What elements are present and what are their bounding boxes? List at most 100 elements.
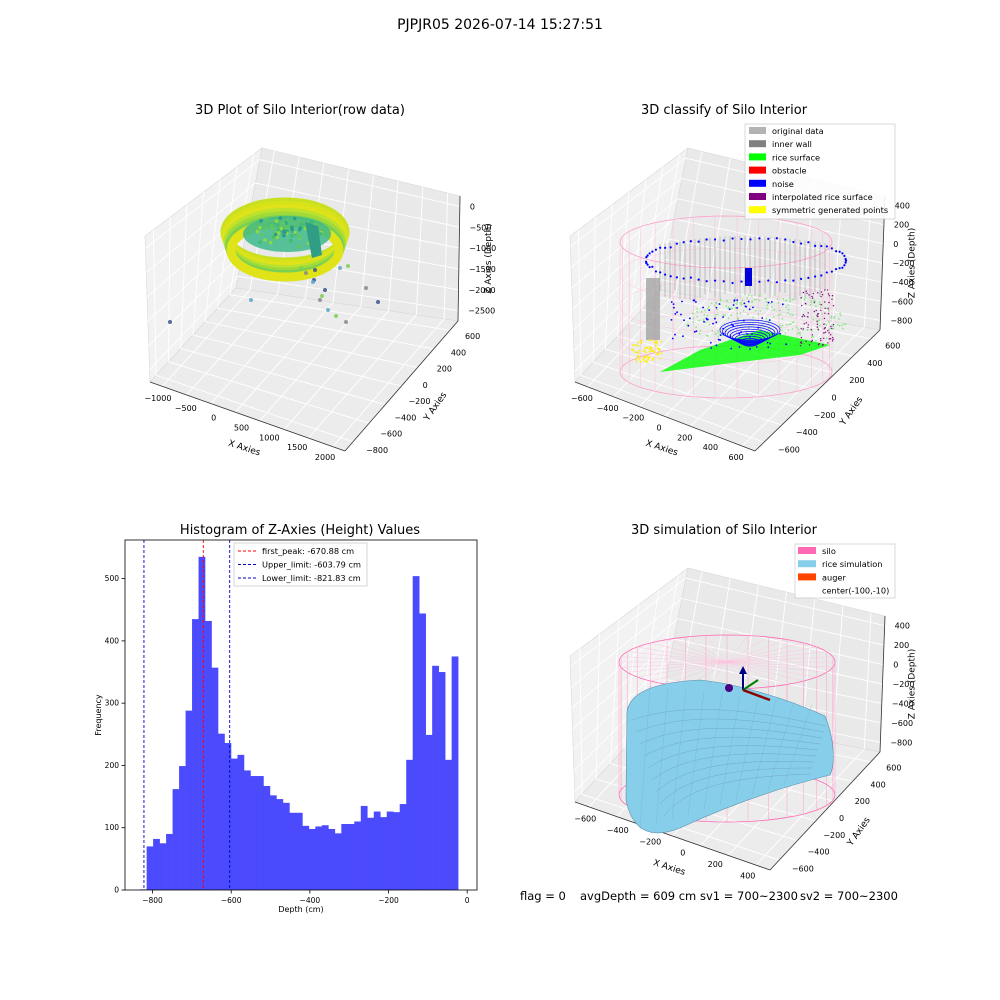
- histogram-bar: [237, 754, 245, 890]
- legend-label: original data: [772, 126, 824, 136]
- noise-point: [728, 308, 731, 311]
- interpolated-point: [823, 332, 825, 334]
- z-tick-label: 0: [893, 661, 898, 670]
- histogram-bar: [243, 770, 251, 890]
- rice-surface-point: [700, 311, 703, 313]
- interpolated-point: [806, 315, 809, 318]
- rice-mesh-line: [751, 699, 777, 796]
- rice-surface-point: [838, 318, 840, 320]
- noise-point: [671, 337, 674, 340]
- x-axis-label: X Axies: [652, 858, 687, 878]
- legend-swatch: [798, 547, 816, 554]
- rice-surface-point: [739, 312, 742, 315]
- symmetric-point: [646, 355, 649, 358]
- silo-roof-spoke: [685, 636, 728, 663]
- rice-surface-point: [716, 308, 718, 311]
- gridline-y: [716, 185, 844, 437]
- gridline-z: [571, 618, 884, 709]
- depth-histogram: −800 −600 −400 −200 0 0 100 200 300 400 500 Depth (…: [94, 539, 478, 914]
- symmetric-point: [649, 346, 652, 349]
- interpolated-point: [802, 313, 804, 316]
- interpolated-point: [800, 327, 802, 330]
- raw-interior-point: [287, 226, 291, 231]
- rice-surface-point: [789, 298, 792, 301]
- x-tick-label: 200: [677, 433, 692, 442]
- rice-surface-point: [821, 313, 823, 315]
- silo-roof-spoke: [726, 661, 817, 678]
- rice-surface-point: [736, 312, 739, 315]
- rice-surface-point: [818, 319, 821, 322]
- z-tick-label: −800: [890, 738, 912, 747]
- gridline-z: [145, 159, 460, 249]
- histogram-bar: [360, 805, 368, 890]
- silo-roof-spoke: [627, 651, 728, 663]
- y-tick-label: 200: [105, 761, 120, 770]
- raw-interior-point: [273, 232, 278, 237]
- x-tick-label: 400: [740, 871, 755, 880]
- legend-label: first_peak: -670.88 cm: [262, 546, 354, 556]
- gridline-y: [161, 150, 275, 387]
- rice-surface-point: [696, 311, 698, 313]
- interpolated-point: [805, 290, 807, 292]
- rice-surface-point: [778, 324, 781, 327]
- interpolated-point: [828, 301, 830, 304]
- raw-outlier-point: [318, 298, 322, 302]
- symmetric-point: [657, 348, 660, 351]
- gridline-x: [229, 154, 451, 331]
- legend-label: symmetric generated points: [772, 205, 888, 215]
- gridline-y: [690, 178, 816, 427]
- rice-surface-point: [803, 298, 806, 301]
- noise-point: [702, 306, 704, 309]
- gridline-y: [587, 151, 703, 388]
- x-axis-label: X Axies: [227, 439, 262, 459]
- rice-surface-point: [792, 298, 794, 301]
- noise-point: [697, 278, 700, 281]
- raw-outlier-point: [344, 320, 348, 324]
- interpolated-point: [800, 341, 802, 343]
- symmetric-point: [640, 339, 643, 342]
- rice-surface-point: [828, 328, 830, 331]
- interpolated-point: [807, 312, 809, 314]
- x-tick-label: 0: [465, 896, 470, 905]
- raw-data-3d-plot: −1000−5000500100015002000−800−600−400−20…: [144, 147, 496, 462]
- y-tick-label: 400: [451, 348, 466, 357]
- silo-roof-spoke: [726, 636, 769, 663]
- noise-point: [758, 340, 760, 343]
- gridline-z: [145, 182, 460, 273]
- silo-roof-spoke: [726, 635, 749, 663]
- interpolated-point: [828, 294, 831, 297]
- noise-point: [719, 334, 722, 336]
- histogram-bar: [289, 812, 297, 890]
- noise-point: [669, 275, 672, 278]
- rice-surface-point: [710, 302, 713, 305]
- noise-point: [670, 301, 673, 303]
- legend-label: rice simulation: [822, 559, 882, 569]
- raw-interior-point: [269, 224, 274, 228]
- noise-point: [814, 244, 817, 247]
- symmetric-point: [660, 340, 663, 343]
- y-tick-label: −400: [796, 428, 818, 437]
- silo-roof-spoke: [621, 661, 728, 668]
- y-tick-label: −200: [823, 831, 845, 840]
- legend-label: Lower_limit: -821.83 cm: [262, 573, 361, 583]
- symmetric-point: [640, 341, 643, 344]
- histogram-bar: [419, 613, 426, 890]
- histogram-bar: [334, 833, 342, 890]
- noise-point: [705, 280, 708, 283]
- z-axis-line: [457, 195, 461, 322]
- noise-point: [674, 333, 676, 336]
- raw-interior-point: [264, 227, 268, 231]
- rice-mesh-line: [659, 767, 813, 805]
- rice-surface-point: [787, 329, 789, 331]
- noise-point: [740, 331, 743, 333]
- rice-surface-point: [828, 320, 830, 323]
- rice-surface-point: [836, 323, 839, 326]
- rice-surface-point: [706, 314, 709, 317]
- interpolated-point: [813, 310, 816, 313]
- rice-mesh-line: [639, 685, 651, 831]
- noise-cone-ring: [734, 333, 766, 345]
- sv1-status: sv1 = 700~2300: [700, 889, 798, 903]
- noise-point: [799, 242, 803, 245]
- symmetric-point: [651, 339, 654, 342]
- raw-interior-point: [279, 226, 284, 231]
